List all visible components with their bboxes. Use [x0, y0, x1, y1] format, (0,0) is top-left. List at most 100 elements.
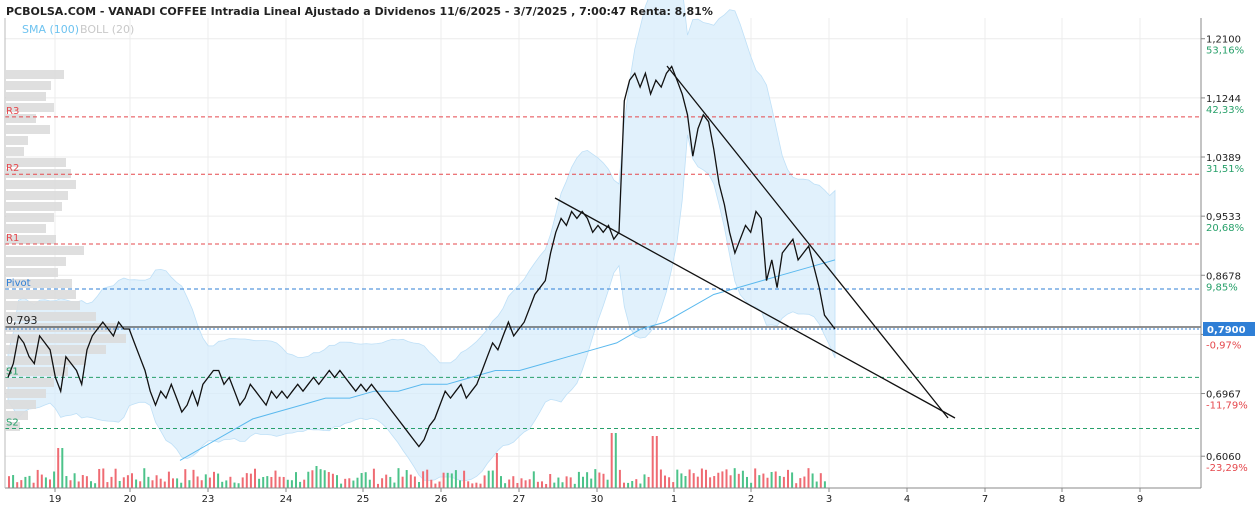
- volume-bar: [754, 468, 757, 488]
- volume-bar: [241, 477, 244, 488]
- volume-bar: [450, 473, 453, 488]
- volume-bar: [131, 473, 133, 488]
- pivot-levels: R3 R2 R1 Pivot S1 S2: [5, 106, 1201, 430]
- volume-bar: [188, 480, 191, 488]
- y-tick-price: 0,8678: [1206, 271, 1241, 282]
- volume-bar: [278, 476, 281, 488]
- volume-bar: [159, 478, 162, 488]
- volume-bar: [49, 479, 51, 488]
- legend-boll: BOLL (20): [80, 23, 134, 36]
- current-price-label: 0,7900: [1207, 325, 1246, 336]
- sma-line: [179, 259, 836, 461]
- volume-profile-bar: [6, 400, 36, 409]
- volume-bar: [389, 476, 392, 488]
- volume-bar: [122, 477, 125, 488]
- volume-bar: [430, 479, 433, 488]
- volume-bar: [155, 475, 158, 488]
- volume-bar: [434, 483, 437, 488]
- volume-bar: [491, 470, 494, 488]
- volume-profile: [6, 70, 126, 431]
- volume-bar: [713, 476, 716, 488]
- volume-bar: [254, 468, 256, 488]
- x-tick-label: 30: [591, 494, 604, 505]
- y-tick-price: 0,6060: [1206, 452, 1241, 463]
- volume-bar: [508, 479, 511, 488]
- x-tick-label: 4: [904, 494, 910, 505]
- volume-profile-bar: [6, 257, 66, 266]
- volume-bar: [16, 482, 19, 488]
- volume-bar: [512, 476, 515, 488]
- volume-bar: [274, 470, 277, 488]
- volume-bar: [249, 473, 252, 488]
- volume-bar: [573, 483, 576, 488]
- current-price-box: [1203, 322, 1255, 336]
- trendline-lower: [554, 197, 956, 419]
- volume-bar: [717, 472, 720, 488]
- volume-bar: [381, 478, 384, 488]
- volume-bar: [24, 476, 27, 488]
- volume-bar: [32, 482, 35, 488]
- volume-bar: [475, 482, 478, 488]
- volume-bar: [147, 476, 150, 488]
- volume-bar: [327, 472, 330, 488]
- volume-bar: [811, 473, 814, 488]
- legend-sma: SMA (100): [22, 23, 79, 36]
- volume-bar: [758, 475, 761, 488]
- level-label-r1: R1: [6, 233, 19, 244]
- volume-bar: [44, 477, 47, 488]
- volume-bar: [684, 476, 687, 488]
- volume-bar: [307, 471, 310, 488]
- volume-bar: [565, 476, 568, 488]
- volume-profile-bar: [6, 411, 28, 420]
- volume-bar: [500, 476, 502, 488]
- volume-profile-bar: [6, 158, 66, 167]
- volume-bar: [819, 473, 822, 488]
- volume-bar: [590, 478, 593, 488]
- volume-bar: [545, 483, 548, 488]
- volume-bar: [709, 477, 712, 488]
- volume-bar: [725, 469, 728, 488]
- y-tick-price: 0,9533: [1206, 212, 1241, 223]
- level-label-pivot: Pivot: [6, 278, 31, 289]
- volume-bar: [741, 470, 744, 488]
- volume-bar: [688, 469, 691, 488]
- volume-bar: [815, 481, 818, 488]
- volume-bar: [90, 481, 92, 488]
- volume-bar: [463, 470, 466, 488]
- y-tick-percent: -0,97%: [1206, 340, 1241, 351]
- volume-bar: [664, 475, 666, 488]
- marker-price-label: 0,793: [6, 314, 38, 327]
- volume-bar: [12, 475, 15, 488]
- volume-bar: [106, 482, 109, 488]
- volume-profile-bar: [6, 422, 20, 431]
- volume-bar: [118, 480, 121, 488]
- volume-bar: [352, 480, 355, 488]
- x-tick-label: 9: [1137, 494, 1143, 505]
- volume-bar: [368, 479, 371, 488]
- volume-profile-bar: [6, 312, 96, 321]
- volume-bar: [401, 476, 404, 488]
- volume-bar: [651, 436, 654, 488]
- volume-bar: [676, 469, 679, 488]
- y-tick-percent: -11,79%: [1206, 401, 1248, 412]
- volume-bar: [348, 478, 351, 488]
- volume-profile-bar: [6, 224, 46, 233]
- volume-bar: [618, 469, 621, 488]
- volume-bar: [315, 466, 318, 488]
- volume-bar: [270, 476, 273, 488]
- volume-bar: [577, 471, 580, 488]
- volume-bar: [36, 469, 39, 488]
- volume-bar: [208, 477, 211, 488]
- x-tick-label: 2: [748, 494, 754, 505]
- volume-profile-bar: [6, 323, 116, 332]
- volume-bar: [360, 473, 363, 488]
- volume-bar: [340, 483, 343, 488]
- volume-bar: [184, 469, 187, 488]
- volume-profile-bar: [6, 301, 80, 310]
- price-line: [7, 65, 836, 448]
- volume-profile-bar: [6, 191, 68, 200]
- x-tick-label: 27: [513, 494, 526, 505]
- chart-title: PCBOLSA.COM - VANADI COFFEE Intradia Lin…: [6, 5, 713, 18]
- volume-bar: [418, 481, 420, 488]
- x-tick-label: 7: [982, 494, 988, 505]
